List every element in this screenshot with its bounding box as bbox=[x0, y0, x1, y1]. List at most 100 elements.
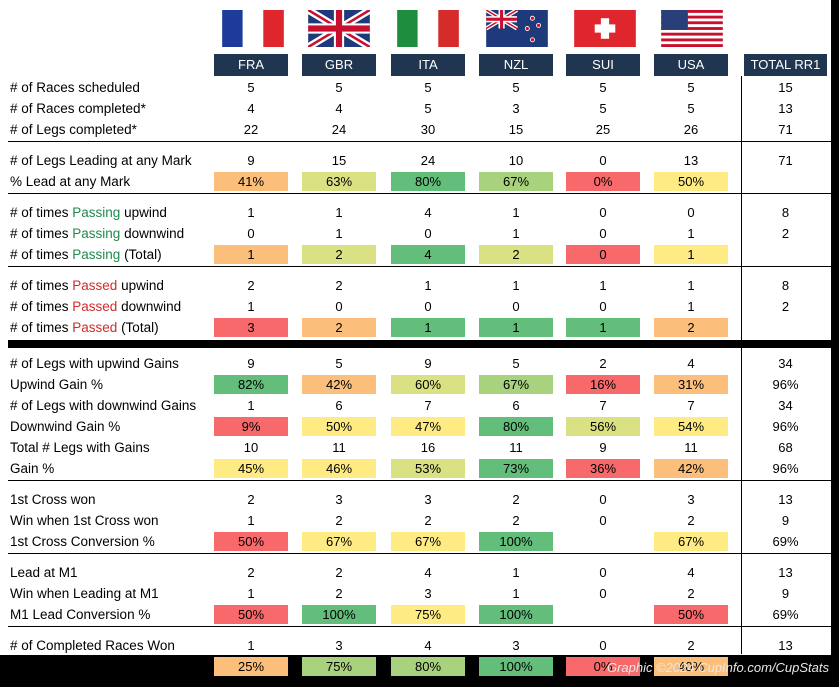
cell-usa: 1 bbox=[654, 245, 728, 264]
cell-total: 2 bbox=[781, 226, 790, 241]
row-label-suffix: (Total) bbox=[120, 247, 162, 262]
cell-nzl: 1 bbox=[512, 226, 520, 241]
cell-ita: 5 bbox=[424, 80, 432, 95]
cell-total bbox=[744, 245, 827, 264]
cell-gbr: 6 bbox=[335, 398, 343, 413]
group-divider bbox=[8, 626, 831, 627]
cell-sui: 0 bbox=[599, 638, 607, 653]
row-label-keyword: Passing bbox=[72, 226, 121, 241]
row-label: # of Legs Leading at any Mark bbox=[10, 153, 192, 168]
cell-fra: 41% bbox=[214, 172, 288, 191]
row-label: Gain % bbox=[10, 461, 55, 476]
row-label: Win when Leading at M1 bbox=[10, 586, 159, 601]
cell-usa: 50% bbox=[654, 605, 728, 624]
cell-total: 96% bbox=[772, 419, 799, 434]
switzerland-flag-icon bbox=[574, 10, 636, 47]
cell-sui: 56% bbox=[566, 417, 640, 436]
cell-ita: 47% bbox=[391, 417, 465, 436]
cell-gbr: 100% bbox=[302, 605, 376, 624]
cell-total bbox=[744, 318, 827, 337]
cell-nzl: 100% bbox=[479, 605, 553, 624]
cell-fra: 82% bbox=[214, 375, 288, 394]
cell-gbr: 3 bbox=[335, 638, 343, 653]
cell-sui: 25 bbox=[595, 122, 611, 137]
row-label: # of Legs completed* bbox=[10, 122, 137, 137]
row-label-suffix: downwind bbox=[117, 299, 182, 314]
cell-usa: 11 bbox=[684, 440, 698, 455]
row-label-keyword: Passed bbox=[72, 278, 118, 293]
row-label: Win when 1st Cross won bbox=[10, 513, 159, 528]
cell-sui: 0 bbox=[599, 226, 607, 241]
cell-gbr: 5 bbox=[335, 80, 343, 95]
cell-usa: 42% bbox=[654, 459, 728, 478]
cell-sui: 1 bbox=[566, 318, 640, 337]
cell-total: 13 bbox=[778, 638, 793, 653]
cell-total: 15 bbox=[778, 80, 793, 95]
cell-usa: 0 bbox=[687, 205, 695, 220]
cell-fra: 0 bbox=[247, 226, 255, 241]
row-label: # of times Passing (Total) bbox=[10, 244, 162, 265]
row-label-suffix: (Total) bbox=[117, 320, 159, 335]
cell-total: 34 bbox=[778, 398, 793, 413]
cell-gbr: 67% bbox=[302, 532, 376, 551]
cell-sui bbox=[566, 532, 640, 551]
cell-usa: 40% bbox=[654, 657, 728, 676]
group-divider bbox=[8, 141, 831, 142]
total-divider bbox=[741, 76, 742, 654]
cell-nzl: 100% bbox=[479, 532, 553, 551]
cell-usa: 26 bbox=[683, 122, 699, 137]
cell-nzl: 0 bbox=[512, 299, 520, 314]
cell-fra: 9 bbox=[247, 356, 255, 371]
cell-nzl: 1 bbox=[512, 586, 520, 601]
cell-fra: 1 bbox=[247, 638, 255, 653]
cell-usa: 4 bbox=[687, 565, 695, 580]
cell-nzl: 1 bbox=[512, 205, 520, 220]
cell-nzl: 3 bbox=[512, 101, 520, 116]
group-divider bbox=[8, 553, 831, 554]
cell-nzl: 3 bbox=[512, 638, 520, 653]
cell-nzl: 1 bbox=[479, 318, 553, 337]
cell-total: 2 bbox=[781, 299, 790, 314]
cell-gbr: 5 bbox=[335, 356, 343, 371]
cell-nzl: 15 bbox=[508, 122, 524, 137]
cell-fra: 25% bbox=[214, 657, 288, 676]
cell-sui: 0 bbox=[566, 245, 640, 264]
team-header-gbr: GBR bbox=[302, 54, 376, 76]
cell-ita: 0 bbox=[424, 299, 432, 314]
row-label: # of times Passing upwind bbox=[10, 202, 167, 223]
cell-total: 9 bbox=[781, 586, 790, 601]
cell-fra: 4 bbox=[247, 101, 255, 116]
cell-total: 13 bbox=[778, 101, 793, 116]
cell-gbr: 1 bbox=[335, 226, 343, 241]
row-label-keyword: Passed bbox=[72, 299, 118, 314]
row-label-prefix: # of times bbox=[10, 226, 73, 241]
cell-sui: 0 bbox=[599, 153, 607, 168]
cell-sui: 7 bbox=[599, 398, 607, 413]
cell-total: 8 bbox=[781, 278, 790, 293]
row-label: # of times Passed upwind bbox=[10, 275, 164, 296]
cell-usa: 2 bbox=[687, 513, 695, 528]
cell-sui: 5 bbox=[599, 101, 607, 116]
cell-gbr: 50% bbox=[302, 417, 376, 436]
row-label-prefix: # of times bbox=[10, 205, 73, 220]
row-label-keyword: Passed bbox=[72, 320, 118, 335]
cell-fra: 1 bbox=[247, 586, 255, 601]
cell-usa: 2 bbox=[654, 318, 728, 337]
cell-sui: 0% bbox=[566, 657, 640, 676]
cell-total: 71 bbox=[778, 122, 793, 137]
cell-fra: 1 bbox=[214, 245, 288, 264]
row-label: M1 Lead Conversion % bbox=[10, 607, 151, 622]
row-label: # of times Passing downwind bbox=[10, 223, 184, 244]
cell-fra: 2 bbox=[247, 278, 255, 293]
cell-usa: 7 bbox=[687, 398, 695, 413]
cell-fra: 1 bbox=[247, 299, 255, 314]
cell-ita: 67% bbox=[391, 532, 465, 551]
cell-fra: 1 bbox=[247, 205, 255, 220]
cell-usa: 1 bbox=[687, 278, 695, 293]
cell-nzl: 11 bbox=[509, 440, 523, 455]
cell-nzl: 67% bbox=[479, 172, 553, 191]
row-label-prefix: # of times bbox=[10, 278, 73, 293]
cell-sui: 0 bbox=[599, 513, 607, 528]
cell-gbr: 2 bbox=[302, 318, 376, 337]
cell-nzl: 2 bbox=[512, 492, 520, 507]
